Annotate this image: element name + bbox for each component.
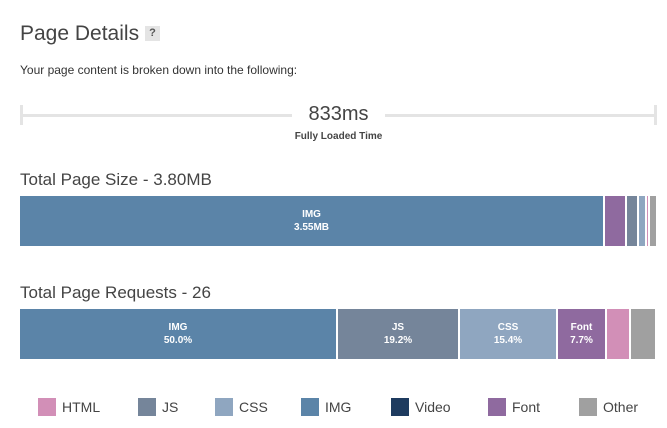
legend-item-js: JS — [138, 398, 178, 416]
legend-item-other: Other — [579, 398, 638, 416]
size-segment-html[interactable] — [647, 196, 650, 246]
requests-segment-html[interactable] — [607, 309, 631, 359]
legend-label: JS — [162, 399, 179, 415]
requests-segment-label: IMG — [168, 322, 188, 333]
requests-segment-img[interactable]: IMG 50.0% — [20, 309, 338, 359]
page-size-title: Total Page Size - 3.80MB — [20, 170, 212, 189]
timeline-end-cap — [654, 105, 657, 125]
legend-item-font: Font — [488, 398, 540, 416]
page-subtitle: Your page content is broken down into th… — [20, 63, 298, 77]
legend-item-img: IMG — [301, 398, 351, 416]
requests-segment-js[interactable]: JS 19.2% — [338, 309, 460, 359]
requests-segment-value: 7.7% — [570, 335, 593, 346]
requests-segment-label: CSS — [497, 322, 519, 333]
requests-segment-css[interactable]: CSS 15.4% — [460, 309, 558, 359]
requests-segment-value: 15.4% — [493, 335, 523, 346]
legend-label: Other — [603, 399, 639, 415]
load-time-value: 833ms — [308, 103, 369, 125]
timeline-line-left — [20, 114, 292, 117]
requests-segment-font[interactable]: Font 7.7% — [558, 309, 607, 359]
legend-swatch — [138, 398, 156, 416]
size-segment-other[interactable] — [650, 196, 656, 246]
legend-label: Font — [512, 399, 541, 415]
legend-swatch — [391, 398, 409, 416]
page-requests-title: Total Page Requests - 26 — [20, 283, 211, 302]
size-segment-js[interactable] — [627, 196, 640, 246]
requests-segment-value: 19.2% — [383, 335, 413, 346]
legend-item-css: CSS — [215, 398, 268, 416]
size-segment-img[interactable]: IMG 3.55MB — [20, 196, 606, 246]
requests-segment-label: Font — [570, 322, 593, 333]
legend: HTML JS CSS IMG Video Font Other — [0, 398, 667, 420]
legend-swatch — [38, 398, 56, 416]
size-segment-label: IMG — [302, 209, 321, 220]
size-segment-css[interactable] — [639, 196, 647, 246]
load-time-label: Fully Loaded Time — [294, 131, 383, 142]
legend-label: Video — [415, 399, 451, 415]
legend-item-html: HTML — [38, 398, 100, 416]
legend-swatch — [301, 398, 319, 416]
size-segment-value: 3.55MB — [294, 222, 330, 233]
legend-label: HTML — [62, 399, 101, 415]
legend-label: CSS — [239, 399, 268, 415]
requests-segment-value: 50.0% — [163, 335, 193, 346]
legend-swatch — [579, 398, 597, 416]
legend-swatch — [215, 398, 233, 416]
page-requests-bar: IMG 50.0% JS 19.2% CSS 15.4% Font 7.7% — [20, 309, 656, 359]
requests-segment-other[interactable] — [631, 309, 655, 359]
requests-segment-label: JS — [391, 322, 405, 333]
legend-label: IMG — [325, 399, 352, 415]
legend-swatch — [488, 398, 506, 416]
load-time-timeline: 833ms — [20, 103, 657, 125]
help-button[interactable]: ? — [145, 26, 160, 41]
legend-item-video: Video — [391, 398, 451, 416]
size-segment-font[interactable] — [605, 196, 628, 246]
page-title: Page Details — [20, 22, 140, 45]
page-size-bar: IMG 3.55MB — [20, 196, 656, 246]
timeline-line-right — [385, 114, 657, 117]
